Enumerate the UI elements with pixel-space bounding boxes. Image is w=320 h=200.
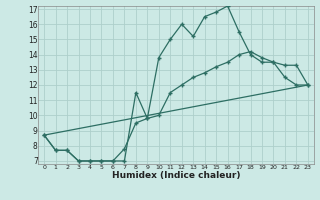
X-axis label: Humidex (Indice chaleur): Humidex (Indice chaleur) — [112, 171, 240, 180]
